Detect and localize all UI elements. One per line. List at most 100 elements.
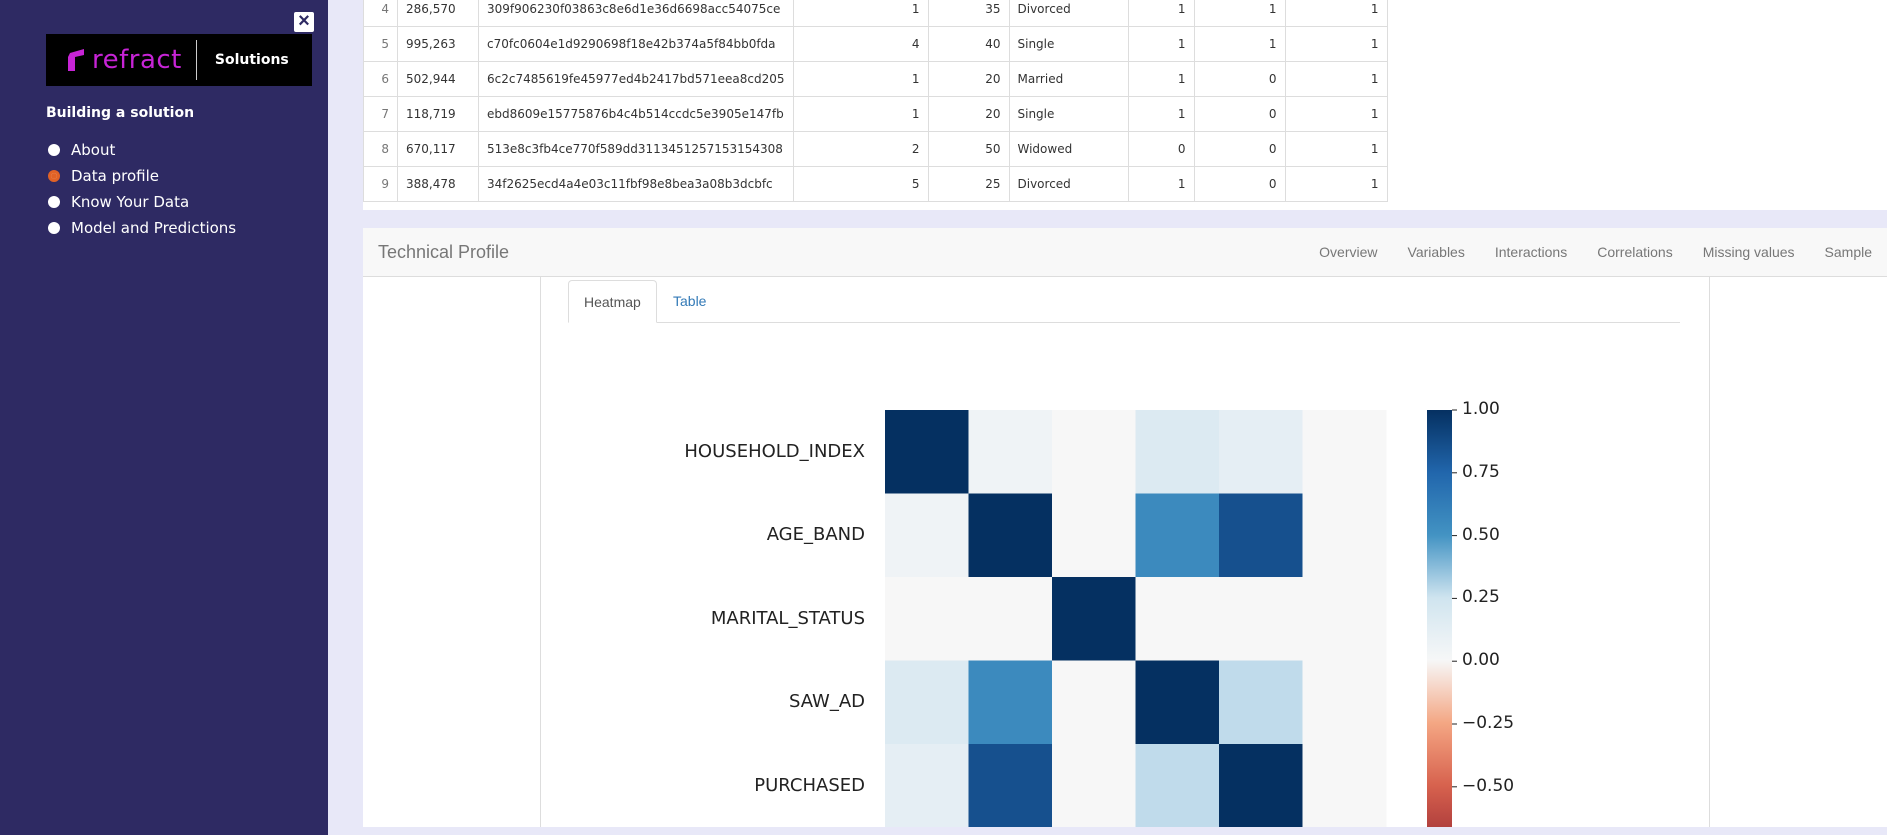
sidebar-item-label: About xyxy=(71,141,116,159)
table-cell: 0 xyxy=(1193,61,1286,97)
table-cell: 1 xyxy=(1127,0,1195,27)
table-cell: Divorced xyxy=(1008,0,1129,27)
table-cell: 7 xyxy=(363,96,398,132)
table-cell: 1 xyxy=(1193,0,1286,27)
profile-nav: Overview Variables Interactions Correlat… xyxy=(1304,228,1887,276)
table-cell: 1 xyxy=(1284,0,1388,27)
table-cell: 9 xyxy=(363,166,398,202)
colorbar-tick-label: 0.75 xyxy=(1462,461,1500,482)
colorbar-tick-label: 0.25 xyxy=(1462,587,1500,608)
table-cell: Divorced xyxy=(1008,166,1129,202)
nav-variables[interactable]: Variables xyxy=(1407,244,1465,260)
radio-selected-icon[interactable] xyxy=(48,170,60,182)
table-cell: 286,570 xyxy=(397,0,479,27)
table-row: 4 286,570 309f906230f03863c8e6d1e36d6698ac… xyxy=(363,0,1388,27)
table-cell: 35 xyxy=(927,0,1010,27)
table-cell: 118,719 xyxy=(397,96,479,132)
colorbar-tick-label: −0.25 xyxy=(1462,713,1515,733)
table-cell: 0 xyxy=(1127,131,1195,167)
sidebar-item-label: Data profile xyxy=(71,167,159,185)
table-cell: 388,478 xyxy=(397,166,479,202)
sidebar-item-know-your-data[interactable]: Know Your Data xyxy=(48,189,236,215)
table-cell: 1 xyxy=(1284,61,1388,97)
table-cell: 1 xyxy=(1127,26,1195,62)
logo-divider xyxy=(195,40,197,80)
table-cell: 309f906230f03863c8e6d1e36d6698acc54075ce xyxy=(478,0,794,27)
table-cell: 1 xyxy=(792,96,929,132)
heatmap-row-label: SAW_AD xyxy=(788,691,865,713)
sidebar-nav: About Data profile Know Your Data Model … xyxy=(48,137,236,241)
table-cell: 40 xyxy=(927,26,1010,62)
nav-sample[interactable]: Sample xyxy=(1824,244,1872,260)
tab-table[interactable]: Table xyxy=(673,293,707,309)
heatmap-row-label: MARITAL_STATUS xyxy=(710,607,865,629)
nav-correlations[interactable]: Correlations xyxy=(1597,244,1673,260)
nav-missing-values[interactable]: Missing values xyxy=(1702,244,1795,260)
table-cell: 4 xyxy=(363,0,398,27)
technical-profile-title: Technical Profile xyxy=(378,242,510,262)
table-cell: Single xyxy=(1008,96,1129,132)
table-cell: Widowed xyxy=(1008,131,1129,167)
table-cell: 1 xyxy=(1284,26,1388,62)
table-cell: 1 xyxy=(792,0,929,27)
table-cell: 995,263 xyxy=(397,26,479,62)
colorbar-tick-label: 0.00 xyxy=(1462,650,1500,671)
table-cell: 2 xyxy=(792,131,929,167)
bottom-strip xyxy=(328,827,1887,835)
table-row: 9 388,478 34f2625ecd4a4e03c11fbf98e8bea3a0… xyxy=(363,166,1388,202)
sidebar-item-model-and-predictions[interactable]: Model and Predictions xyxy=(48,215,236,241)
refract-logo-icon xyxy=(66,49,86,71)
correlations-panel xyxy=(540,277,1710,827)
table-cell: Married xyxy=(1008,61,1129,97)
table-row: 7 118,719 ebd8609e15775876b4c4b514ccdc5e39… xyxy=(363,96,1388,132)
table-cell: 4 xyxy=(792,26,929,62)
table-cell: 20 xyxy=(927,61,1010,97)
table-cell: 670,117 xyxy=(397,131,479,167)
table-cell: 1 xyxy=(1284,131,1388,167)
table-cell: 1 xyxy=(1127,61,1195,97)
close-sidebar-button[interactable]: × xyxy=(294,11,314,32)
radio-icon[interactable] xyxy=(48,196,60,208)
table-cell: 5 xyxy=(363,26,398,62)
radio-icon[interactable] xyxy=(48,144,60,156)
table-cell: 1 xyxy=(1193,26,1286,62)
table-cell: 25 xyxy=(927,166,1010,202)
table-cell: 6c2c7485619fe45977ed4b2417bd571eea8cd205 xyxy=(478,61,794,97)
table-cell: 0 xyxy=(1193,96,1286,132)
correlation-tabs: Heatmap Table xyxy=(568,280,1680,323)
table-cell: 1 xyxy=(1284,166,1388,202)
table-cell: c70fc0604e1d9290698f18e42b374a5f84bb0fda xyxy=(478,26,794,62)
colorbar-tick-label: 1.00 xyxy=(1462,399,1500,419)
table-cell: 513e8c3fb4ce770f589dd3113451257153154308 xyxy=(478,131,794,167)
refract-logo: refract Solutions xyxy=(46,34,312,86)
table-cell: 1 xyxy=(1284,96,1388,132)
table-cell: 1 xyxy=(792,61,929,97)
colorbar-tick-label: 0.50 xyxy=(1462,524,1500,545)
colorbar-tick-label: −0.50 xyxy=(1462,775,1515,796)
table-cell: 502,944 xyxy=(397,61,479,97)
table-cell: Single xyxy=(1008,26,1129,62)
tab-heatmap[interactable]: Heatmap xyxy=(568,280,657,323)
logo-solutions-text: Solutions xyxy=(214,52,289,68)
table-cell: 1 xyxy=(1127,166,1195,202)
table-cell: 0 xyxy=(1193,131,1286,167)
table-cell: 5 xyxy=(792,166,929,202)
sidebar-item-label: Know Your Data xyxy=(71,193,190,211)
table-row: 6 502,944 6c2c7485619fe45977ed4b2417bd571e… xyxy=(363,61,1388,97)
section-title: Building a solution xyxy=(46,105,195,121)
sidebar-item-label: Model and Predictions xyxy=(71,219,237,237)
radio-icon[interactable] xyxy=(48,222,60,234)
table-cell: 6 xyxy=(363,61,398,97)
table-row: 8 670,117 513e8c3fb4ce770f589dd31134512571… xyxy=(363,131,1388,167)
technical-profile-header: Technical Profile Overview Variables Int… xyxy=(363,228,1887,277)
sidebar-item-about[interactable]: About xyxy=(48,137,236,163)
table-cell: 1 xyxy=(1127,96,1195,132)
nav-overview[interactable]: Overview xyxy=(1319,244,1378,260)
table-cell: 20 xyxy=(927,96,1010,132)
sidebar-item-data-profile[interactable]: Data profile xyxy=(48,163,236,189)
table-cell: 34f2625ecd4a4e03c11fbf98e8bea3a08b3dcbfc xyxy=(478,166,794,202)
heatmap-row-label: PURCHASED xyxy=(754,774,865,796)
sidebar: × refract Solutions Building a solution … xyxy=(0,0,328,835)
nav-interactions[interactable]: Interactions xyxy=(1494,244,1568,260)
table-cell: 0 xyxy=(1193,166,1286,202)
